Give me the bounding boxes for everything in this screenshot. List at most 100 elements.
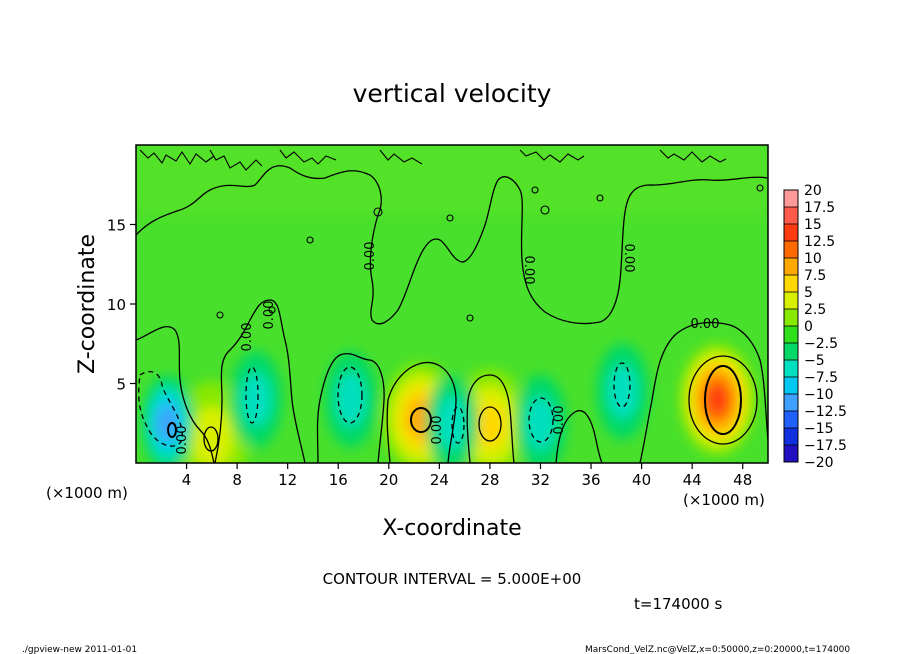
velocity-field <box>136 145 768 463</box>
zero-contour-left2 <box>214 299 306 463</box>
x-tick-label: 40 <box>632 471 651 489</box>
footer-left: ./gpview-new 2011-01-01 <box>22 645 137 654</box>
zero-contour-right <box>639 321 768 463</box>
contour-label: 0.00 <box>262 301 277 330</box>
colorbar-swatch <box>784 360 798 377</box>
x-axis: 4 8 12 16 20 24 28 32 36 40 44 48 <box>182 463 752 489</box>
x-tick-label: 44 <box>683 471 702 489</box>
colorbar-label: −12.5 <box>804 404 847 420</box>
x-tick-label: 32 <box>531 471 550 489</box>
contour-neg5-9 <box>245 366 259 424</box>
contour-label: 0.00 <box>521 256 536 285</box>
colorbar-swatch <box>784 377 798 394</box>
colorbar-label: −2.5 <box>804 336 838 352</box>
zero-contour-mid3 <box>466 374 515 463</box>
zero-contour-upper <box>136 165 768 325</box>
zero-contour-mid2 <box>386 361 457 463</box>
x-tick-label: 28 <box>480 471 499 489</box>
colorbar-label: −7.5 <box>804 370 838 386</box>
field-band <box>136 145 768 215</box>
zero-contour-mid1 <box>316 353 385 463</box>
x-tick-label: 8 <box>232 471 242 489</box>
field-level-3-1 <box>190 406 233 463</box>
zero-contour-mid4 <box>555 410 603 463</box>
contour-neg10-left <box>167 422 177 438</box>
contour-neg5-32 <box>528 397 554 443</box>
colorbar-swatch <box>784 411 798 428</box>
upper-noise-contours <box>139 149 764 322</box>
colorbar-label: 5 <box>804 285 813 301</box>
field-level-5-1 <box>241 372 272 427</box>
colorbar-swatch <box>784 394 798 411</box>
contour-label: 0.00 <box>552 406 567 435</box>
colorbar-swatch <box>784 224 798 241</box>
contour-5-28 <box>478 406 502 442</box>
colorbar-swatch <box>784 428 798 445</box>
x-tick-label: 16 <box>329 471 348 489</box>
colorbar-swatch <box>784 309 798 326</box>
y-tick-label: 5 <box>116 376 126 394</box>
contour-interval: CONTOUR INTERVAL = 5.000E+00 <box>323 570 582 588</box>
colorbar-swatch <box>784 343 798 360</box>
y-axis-label: Z-coordinate <box>75 234 100 374</box>
plot-area: 0.00 0.00 0.00 0.00 0.00 0.00 0.00 0.00 0.00 <box>136 145 768 463</box>
contour-neg5-25 <box>451 406 465 444</box>
chart-title: vertical velocity <box>353 79 552 108</box>
y-tick-label: 15 <box>107 217 126 235</box>
contour-label: 0.00 <box>430 416 445 445</box>
field-level-4-3 <box>158 406 178 440</box>
colorbar-label: −15 <box>804 421 834 437</box>
contour-label: 0.00 <box>363 242 378 271</box>
contour-neg5-17 <box>337 366 363 424</box>
x-axis-label: X-coordinate <box>382 516 521 541</box>
colorbar-label: 20 <box>804 183 822 199</box>
y-axis: 5 10 15 <box>107 217 136 394</box>
contour-5-6 <box>203 426 219 452</box>
colorbar-label: −20 <box>804 455 834 471</box>
colorbar-label: 0 <box>804 319 813 335</box>
footer-right: MarsCond_VelZ.nc@VelZ,x=0:50000,z=0:2000… <box>585 645 850 654</box>
contour-label: 0.00 <box>691 317 720 332</box>
colorbar-swatch <box>784 275 798 292</box>
colorbar-label: −17.5 <box>804 438 847 454</box>
colorbar: 2017.51512.5107.552.50−2.5−5−7.5−10−12.5… <box>783 183 847 471</box>
x-tick-label: 4 <box>182 471 192 489</box>
colorbar-label: 17.5 <box>804 200 835 216</box>
x-tick-label: 48 <box>733 471 752 489</box>
field-level-7-1 <box>437 396 467 451</box>
x-tick-label: 24 <box>430 471 449 489</box>
x-tick-label: 20 <box>379 471 398 489</box>
colorbar-swatch <box>784 241 798 258</box>
x-tick-label: 36 <box>581 471 600 489</box>
colorbar-label: 2.5 <box>804 302 826 318</box>
contour-label: 0.00 <box>240 323 255 352</box>
field-level-9-1 <box>607 364 638 419</box>
contour-neg5-left <box>138 371 183 447</box>
x-unit-right: (×1000 m) <box>683 491 765 509</box>
colorbar-swatch <box>784 445 798 462</box>
contour-label: 0.00 <box>175 426 190 455</box>
x-unit-left: (×1000 m) <box>46 484 128 502</box>
field-level-0-5 <box>707 385 728 414</box>
contour-5-right <box>688 355 758 445</box>
x-tick-label: 12 <box>278 471 297 489</box>
contour-10-right <box>704 365 742 435</box>
contour-neg5-38 <box>613 362 631 408</box>
field-level-6-1 <box>335 372 366 427</box>
contour-label: 0.00 <box>621 244 636 273</box>
y-tick-label: 10 <box>107 296 126 314</box>
colorbar-label: 7.5 <box>804 268 826 284</box>
contour-5-mid <box>410 407 432 433</box>
colorbar-label: 15 <box>804 217 822 233</box>
zero-contour-left <box>136 325 215 463</box>
contour-labels: 0.00 0.00 0.00 0.00 0.00 0.00 0.00 0.00 0.00 <box>175 242 719 455</box>
colorbar-swatch <box>784 258 798 275</box>
colorbar-swatch <box>784 292 798 309</box>
colorbar-swatch <box>784 190 798 207</box>
contour-lines <box>136 149 768 463</box>
colorbar-label: −10 <box>804 387 834 403</box>
colorbar-label: 12.5 <box>804 234 835 250</box>
colorbar-swatch <box>784 326 798 343</box>
time-label: t=174000 s <box>634 595 722 613</box>
